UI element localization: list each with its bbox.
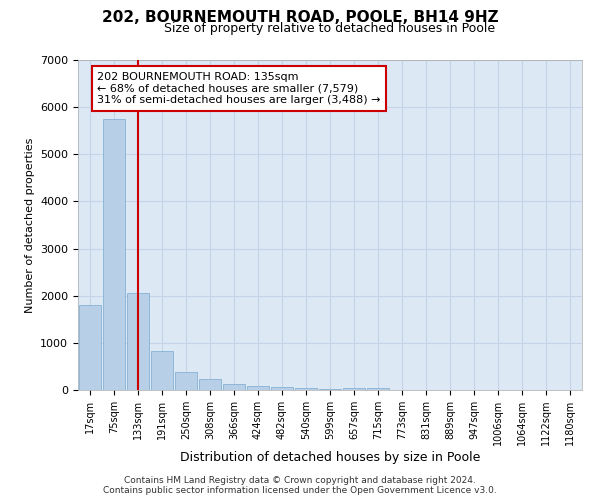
X-axis label: Distribution of detached houses by size in Poole: Distribution of detached houses by size … [180,451,480,464]
Bar [199,378,221,390]
Text: 202 BOURNEMOUTH ROAD: 135sqm
← 68% of detached houses are smaller (7,579)
31% of: 202 BOURNEMOUTH ROAD: 135sqm ← 68% of de… [97,72,381,105]
Bar [103,119,125,390]
Bar [247,386,269,390]
Title: Size of property relative to detached houses in Poole: Size of property relative to detached ho… [164,22,496,35]
Bar [319,388,341,390]
Bar [295,388,317,390]
Bar [175,372,197,390]
Text: Contains HM Land Registry data © Crown copyright and database right 2024.
Contai: Contains HM Land Registry data © Crown c… [103,476,497,495]
Bar [79,305,101,390]
Bar [151,351,173,390]
Text: 202, BOURNEMOUTH ROAD, POOLE, BH14 9HZ: 202, BOURNEMOUTH ROAD, POOLE, BH14 9HZ [101,10,499,25]
Bar [343,388,365,390]
Bar [367,388,389,390]
Bar [271,387,293,390]
Bar [127,294,149,390]
Bar [223,384,245,390]
Y-axis label: Number of detached properties: Number of detached properties [25,138,35,312]
